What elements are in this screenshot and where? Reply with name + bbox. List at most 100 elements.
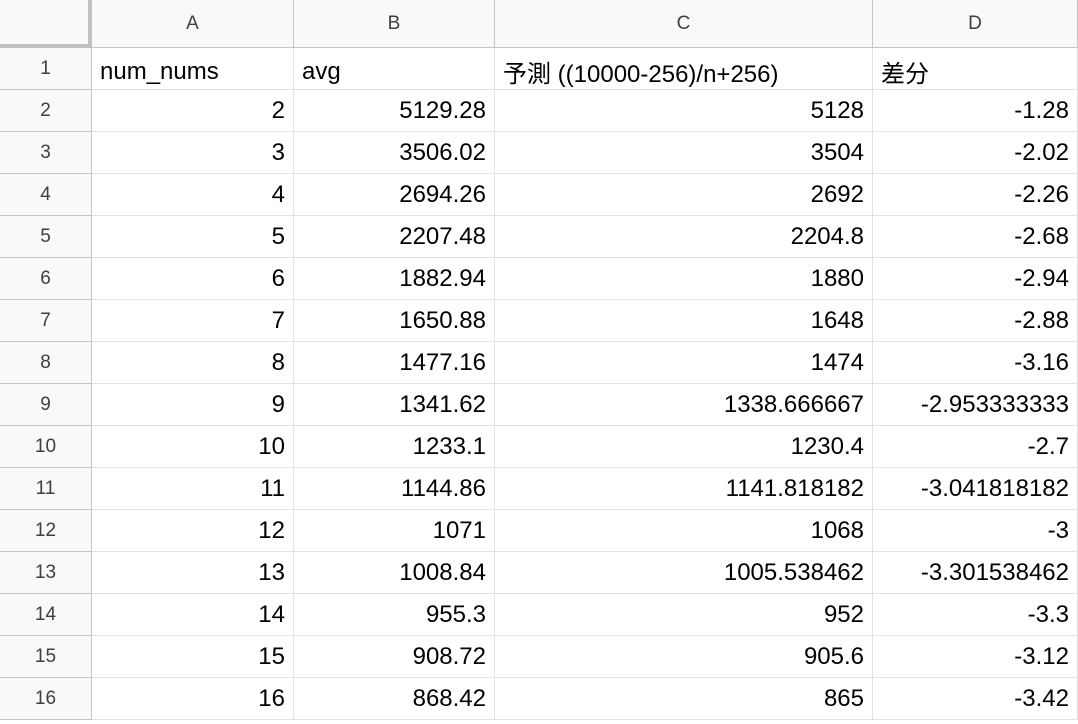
cell-b1[interactable]: avg [294,48,495,90]
table-row: 5 5 2207.48 2204.8 -2.68 [0,216,1078,258]
cell-d1[interactable]: 差分 [873,48,1078,90]
cell-c[interactable]: 1005.538462 [495,552,873,594]
cell-b[interactable]: 2694.26 [294,174,495,216]
cell-b[interactable]: 1008.84 [294,552,495,594]
cell-c[interactable]: 3504 [495,132,873,174]
cell-d[interactable]: -3 [873,510,1078,552]
cell-b[interactable]: 955.3 [294,594,495,636]
cell-a[interactable]: 12 [92,510,294,552]
data-rows: 2 2 5129.28 5128 -1.28 3 3 3506.02 3504 -2.02 4 4 26… [0,90,1078,720]
cell-b[interactable]: 1477.16 [294,342,495,384]
table-row: 7 7 1650.88 1648 -2.88 [0,300,1078,342]
cell-a[interactable]: 14 [92,594,294,636]
table-row: 16 16 868.42 865 -3.42 [0,678,1078,720]
table-row: 13 13 1008.84 1005.538462 -3.301538462 [0,552,1078,594]
cell-c[interactable]: 2692 [495,174,873,216]
cell-a[interactable]: 15 [92,636,294,678]
cell-b[interactable]: 1882.94 [294,258,495,300]
cell-d[interactable]: -2.953333333 [873,384,1078,426]
table-row: 11 11 1144.86 1141.818182 -3.041818182 [0,468,1078,510]
cell-d[interactable]: -2.88 [873,300,1078,342]
cell-a[interactable]: 16 [92,678,294,720]
column-header-b[interactable]: B [294,0,495,48]
cell-d[interactable]: -3.42 [873,678,1078,720]
cell-d[interactable]: -2.94 [873,258,1078,300]
cell-b[interactable]: 1233.1 [294,426,495,468]
cell-c[interactable]: 952 [495,594,873,636]
cell-a[interactable]: 8 [92,342,294,384]
cell-b[interactable]: 868.42 [294,678,495,720]
table-row: 8 8 1477.16 1474 -3.16 [0,342,1078,384]
cell-b[interactable]: 5129.28 [294,90,495,132]
row-header[interactable]: 14 [0,594,92,636]
cell-d[interactable]: -2.02 [873,132,1078,174]
cell-a[interactable]: 11 [92,468,294,510]
row-header[interactable]: 4 [0,174,92,216]
row-header[interactable]: 12 [0,510,92,552]
row-header[interactable]: 2 [0,90,92,132]
cell-c[interactable]: 1880 [495,258,873,300]
cell-d[interactable]: -3.16 [873,342,1078,384]
cell-b[interactable]: 1650.88 [294,300,495,342]
cell-a[interactable]: 4 [92,174,294,216]
table-row: 12 12 1071 1068 -3 [0,510,1078,552]
table-row: 6 6 1882.94 1880 -2.94 [0,258,1078,300]
row-header[interactable]: 10 [0,426,92,468]
row-header[interactable]: 8 [0,342,92,384]
row-header[interactable]: 13 [0,552,92,594]
cell-c[interactable]: 1141.818182 [495,468,873,510]
cell-a[interactable]: 3 [92,132,294,174]
table-row: 10 10 1233.1 1230.4 -2.7 [0,426,1078,468]
cell-b[interactable]: 1071 [294,510,495,552]
cell-d[interactable]: -3.3 [873,594,1078,636]
row-header[interactable]: 5 [0,216,92,258]
cell-c[interactable]: 1338.666667 [495,384,873,426]
cell-c[interactable]: 1068 [495,510,873,552]
cell-d[interactable]: -1.28 [873,90,1078,132]
cell-b[interactable]: 1341.62 [294,384,495,426]
column-header-a[interactable]: A [92,0,294,48]
cell-a[interactable]: 13 [92,552,294,594]
cell-d[interactable]: -2.26 [873,174,1078,216]
cell-d[interactable]: -2.7 [873,426,1078,468]
row-header[interactable]: 6 [0,258,92,300]
cell-a[interactable]: 5 [92,216,294,258]
row-header[interactable]: 3 [0,132,92,174]
cell-a[interactable]: 6 [92,258,294,300]
row-header[interactable]: 9 [0,384,92,426]
table-row: 14 14 955.3 952 -3.3 [0,594,1078,636]
cell-c[interactable]: 865 [495,678,873,720]
column-header-d[interactable]: D [873,0,1078,48]
row-header[interactable]: 1 [0,48,92,90]
select-all-corner[interactable] [0,0,92,48]
table-row: 2 2 5129.28 5128 -1.28 [0,90,1078,132]
cell-c[interactable]: 1474 [495,342,873,384]
cell-c[interactable]: 1230.4 [495,426,873,468]
column-header-c[interactable]: C [495,0,873,48]
cell-a[interactable]: 7 [92,300,294,342]
cell-c[interactable]: 905.6 [495,636,873,678]
row-header[interactable]: 7 [0,300,92,342]
cell-c[interactable]: 2204.8 [495,216,873,258]
sheet-row-1: 1 num_nums avg 予測 ((10000-256)/n+256) 差分 [0,48,1078,90]
cell-b[interactable]: 3506.02 [294,132,495,174]
cell-d[interactable]: -2.68 [873,216,1078,258]
cell-c[interactable]: 5128 [495,90,873,132]
cell-b[interactable]: 1144.86 [294,468,495,510]
cell-b[interactable]: 908.72 [294,636,495,678]
row-header[interactable]: 15 [0,636,92,678]
cell-a1[interactable]: num_nums [92,48,294,90]
cell-b[interactable]: 2207.48 [294,216,495,258]
cell-d[interactable]: -3.041818182 [873,468,1078,510]
cell-a[interactable]: 9 [92,384,294,426]
row-header[interactable]: 16 [0,678,92,720]
table-row: 3 3 3506.02 3504 -2.02 [0,132,1078,174]
cell-c1[interactable]: 予測 ((10000-256)/n+256) [495,48,873,90]
row-header[interactable]: 11 [0,468,92,510]
cell-a[interactable]: 10 [92,426,294,468]
cell-d[interactable]: -3.12 [873,636,1078,678]
cell-c[interactable]: 1648 [495,300,873,342]
cell-d[interactable]: -3.301538462 [873,552,1078,594]
cell-a[interactable]: 2 [92,90,294,132]
